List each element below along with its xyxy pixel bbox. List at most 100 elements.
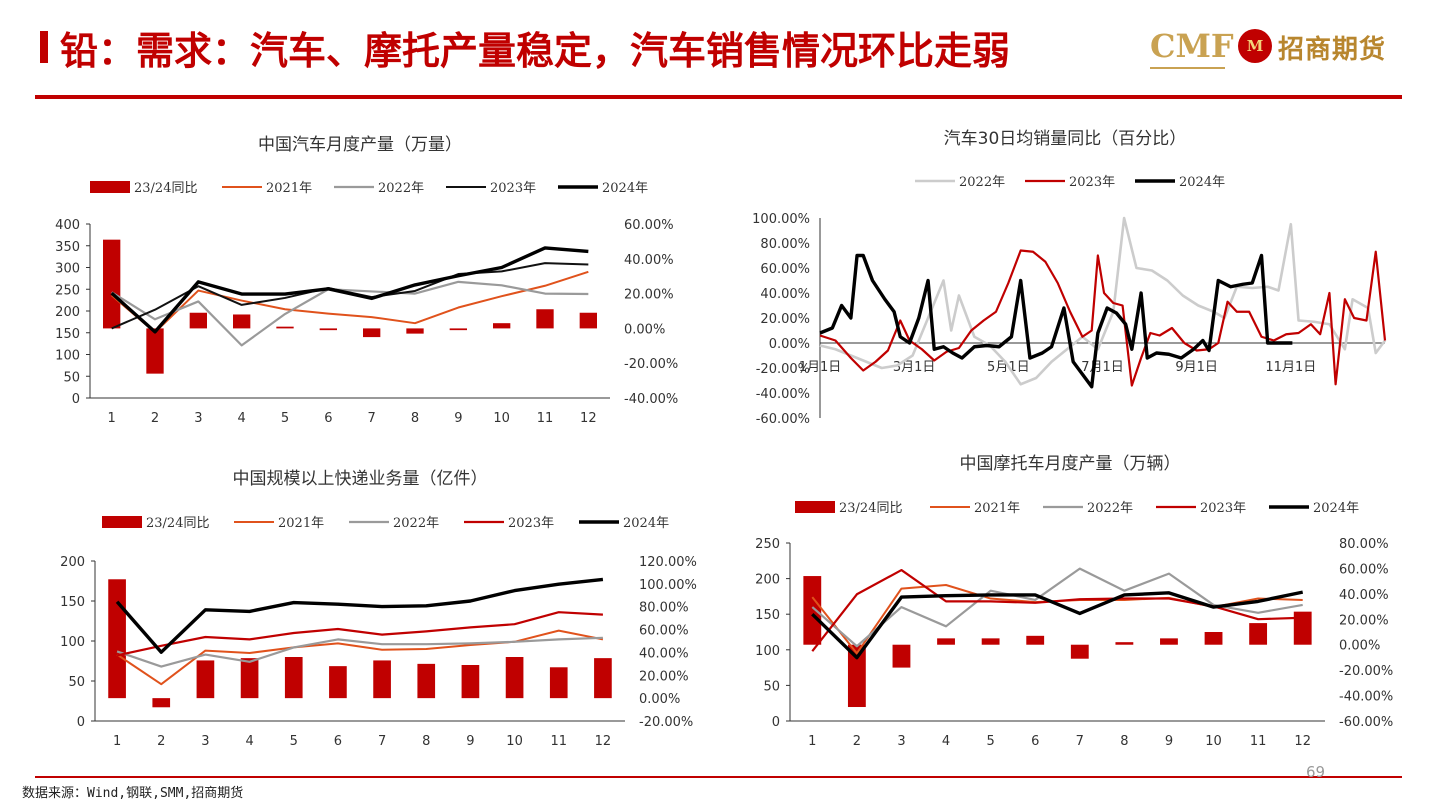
y-tick-label-2: 100 bbox=[755, 644, 780, 659]
y-tick-label-5: 250 bbox=[55, 283, 80, 298]
legend-label-0: 23/24同比 bbox=[146, 516, 209, 531]
yoy-bar-0 bbox=[108, 579, 126, 699]
chart-title: 中国汽车月度产量（万量） bbox=[258, 135, 462, 155]
y2-tick-label-7: 80.00% bbox=[1339, 537, 1389, 552]
x-tick-label-6: 7 bbox=[368, 411, 376, 426]
y-tick-label-1: 50 bbox=[63, 370, 80, 385]
yoy-bar-11 bbox=[1293, 611, 1312, 645]
yoy-bar-4 bbox=[284, 657, 303, 699]
y2-tick-label-6: 100.00% bbox=[639, 578, 697, 593]
y2-tick-label-2: -20.00% bbox=[1339, 664, 1393, 679]
y-tick-label-4: 20.00% bbox=[760, 312, 810, 327]
yoy-bar-8 bbox=[1160, 638, 1178, 645]
yoy-bar-0 bbox=[803, 576, 822, 645]
yoy-bar-9 bbox=[505, 657, 524, 699]
y-tick-label-4: 200 bbox=[55, 305, 80, 320]
legend-label-1: 2021年 bbox=[278, 516, 324, 531]
footer-divider bbox=[35, 776, 1402, 778]
x-tick-label-1: 3月1日 bbox=[893, 360, 936, 375]
x-tick-label-1: 2 bbox=[157, 734, 165, 749]
x-tick-label-7: 8 bbox=[1120, 734, 1128, 749]
yoy-bar-7 bbox=[406, 328, 424, 334]
y-tick-label-2: -20.00% bbox=[756, 362, 810, 377]
legend-label-1: 2021年 bbox=[266, 181, 312, 196]
yoy-bar-2 bbox=[189, 312, 207, 329]
y-tick-label-7: 80.00% bbox=[760, 237, 810, 252]
chart-panel-express-volume: 中国规模以上快递业务量（亿件） 23/24同比 2021年 2022年 2023年 202… bbox=[40, 458, 720, 758]
y-tick-label-1: 50 bbox=[68, 675, 85, 690]
y2-tick-label-2: 20.00% bbox=[639, 669, 689, 684]
x-tick-label-0: 1 bbox=[113, 734, 121, 749]
series-line-2023年 bbox=[111, 262, 589, 330]
yoy-bar-5 bbox=[1026, 635, 1045, 645]
yoy-bar-0 bbox=[103, 239, 121, 329]
legend-label-2: 2024年 bbox=[1179, 175, 1225, 190]
y2-tick-label-4: 40.00% bbox=[624, 253, 674, 268]
y-tick-label-3: 0.00% bbox=[769, 337, 810, 352]
x-tick-label-4: 5 bbox=[986, 734, 994, 749]
y2-tick-label-1: 0.00% bbox=[639, 692, 680, 707]
legend-label-4: 2024年 bbox=[1313, 501, 1359, 516]
y-tick-label-5: 40.00% bbox=[760, 287, 810, 302]
x-tick-label-8: 9 bbox=[454, 411, 462, 426]
legend-label-2: 2022年 bbox=[1087, 501, 1133, 516]
data-source-note: 数据来源：Wind,钢联,SMM,招商期货 bbox=[22, 786, 244, 801]
legend-label-3: 2023年 bbox=[508, 516, 554, 531]
legend-label-4: 2024年 bbox=[602, 181, 648, 196]
series-line-2021年 bbox=[111, 270, 589, 334]
chart-panel-motorcycle-production: 中国摩托车月度产量（万辆） 23/24同比 2021年 2022年 2023年 2024年… bbox=[735, 445, 1405, 760]
y-tick-label-8: 400 bbox=[55, 218, 80, 233]
yoy-bar-3 bbox=[937, 638, 955, 645]
y2-tick-label-0: -40.00% bbox=[624, 392, 678, 407]
logo-underline bbox=[1150, 67, 1225, 69]
y-tick-label-6: 300 bbox=[55, 262, 80, 277]
legend-label-1: 2021年 bbox=[974, 501, 1020, 516]
yoy-bar-3 bbox=[240, 658, 259, 699]
x-tick-label-4: 5 bbox=[290, 734, 298, 749]
x-tick-label-1: 2 bbox=[151, 411, 159, 426]
chart-panel-auto-sales-yoy: 汽车30日均销量同比（百分比） 2022年 2023年 2024年 -60.00% -40… bbox=[735, 120, 1405, 440]
yoy-bar-6 bbox=[363, 328, 381, 338]
chart-title: 中国规模以上快递业务量（亿件） bbox=[233, 469, 488, 489]
series-line-2024年 bbox=[811, 590, 1304, 660]
y2-tick-label-2: 0.00% bbox=[624, 322, 665, 337]
y2-tick-label-6: 60.00% bbox=[1339, 562, 1389, 577]
yoy-bar-9 bbox=[1204, 632, 1223, 645]
y-tick-label-7: 350 bbox=[55, 240, 80, 255]
y2-tick-label-5: 40.00% bbox=[1339, 588, 1389, 603]
auto-sales-yoy-chart: 汽车30日均销量同比（百分比） 2022年 2023年 2024年 -60.00% -40… bbox=[752, 129, 1387, 427]
x-tick-label-4: 5 bbox=[281, 411, 289, 426]
yoy-bar-10 bbox=[549, 667, 568, 699]
x-tick-label-6: 7 bbox=[378, 734, 386, 749]
yoy-bar-10 bbox=[536, 309, 554, 329]
series-line-2023年 bbox=[819, 249, 1387, 387]
yoy-bar-6 bbox=[373, 660, 391, 699]
y-tick-label-0: -60.00% bbox=[756, 412, 810, 427]
y2-tick-label-5: 80.00% bbox=[639, 601, 689, 616]
y-tick-label-1: -40.00% bbox=[756, 387, 810, 402]
y2-tick-label-3: 40.00% bbox=[639, 646, 689, 661]
x-tick-label-11: 12 bbox=[595, 734, 612, 749]
x-tick-label-5: 11月1日 bbox=[1265, 360, 1316, 375]
auto-production-chart: 中国汽车月度产量（万量） 23/24同比 2021年 2022年 2023年 2024年 0… bbox=[55, 135, 678, 426]
logo-emblem-icon: M bbox=[1238, 29, 1272, 63]
y-tick-label-3: 150 bbox=[755, 608, 780, 623]
y2-tick-label-4: 20.00% bbox=[1339, 613, 1389, 628]
page-number: 69 bbox=[1306, 763, 1326, 781]
y-tick-label-8: 100.00% bbox=[752, 212, 810, 227]
x-tick-label-0: 1 bbox=[808, 734, 816, 749]
series-line-2022年 bbox=[111, 280, 589, 347]
x-tick-label-5: 6 bbox=[324, 411, 332, 426]
x-tick-label-6: 7 bbox=[1076, 734, 1084, 749]
legend-swatch-0 bbox=[795, 501, 835, 513]
y2-tick-label-3: 20.00% bbox=[624, 288, 674, 303]
x-tick-label-2: 3 bbox=[201, 734, 209, 749]
series-line-2024年 bbox=[115, 577, 604, 654]
x-tick-label-0: 1月1日 bbox=[799, 360, 842, 375]
x-tick-label-10: 11 bbox=[550, 734, 567, 749]
x-tick-label-10: 11 bbox=[537, 411, 554, 426]
series-line-2024年 bbox=[110, 246, 589, 334]
series-line-2022年 bbox=[116, 636, 603, 668]
series-line-2021年 bbox=[116, 629, 604, 686]
yoy-bar-2 bbox=[892, 644, 911, 668]
